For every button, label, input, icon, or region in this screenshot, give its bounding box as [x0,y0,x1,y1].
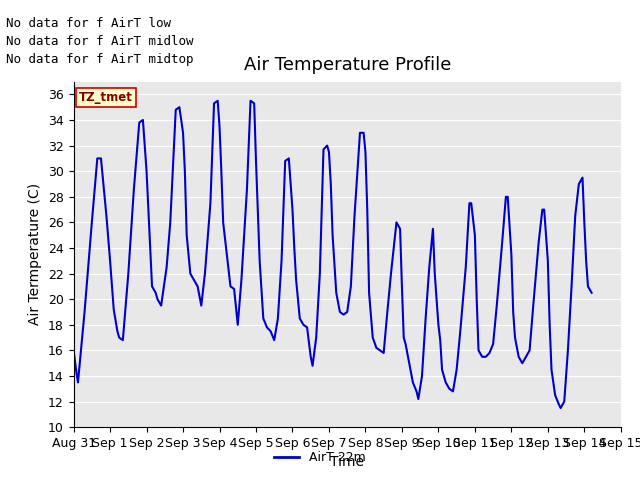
Legend: AirT 22m: AirT 22m [269,446,371,469]
Title: Air Temperature Profile: Air Temperature Profile [243,57,451,74]
Text: No data for f AirT midlow: No data for f AirT midlow [6,35,194,48]
Text: No data for f AirT midtop: No data for f AirT midtop [6,53,194,66]
X-axis label: Time: Time [330,456,364,469]
Text: No data for f AirT low: No data for f AirT low [6,17,172,30]
Y-axis label: Air Termperature (C): Air Termperature (C) [28,183,42,325]
Text: TZ_tmet: TZ_tmet [79,91,133,104]
